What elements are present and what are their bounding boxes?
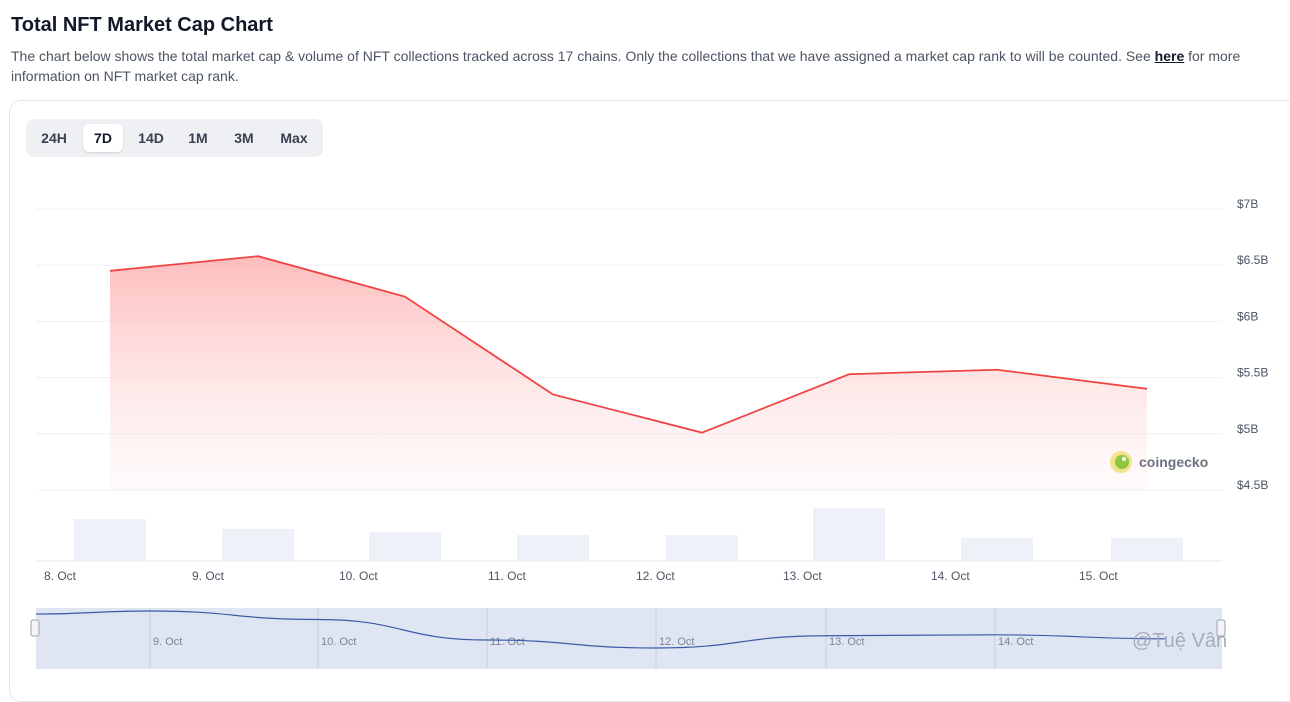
x-axis-ticks: 8. Oct 9. Oct 10. Oct 11. Oct 12. Oct 13. Oct…	[44, 569, 1118, 583]
y-tick-label: $6B	[1237, 309, 1258, 323]
coingecko-brand: coingecko	[1110, 451, 1208, 473]
volume-bars	[74, 508, 1183, 561]
x-tick-label: 8. Oct	[44, 569, 77, 583]
x-tick-label: 9. Oct	[192, 569, 225, 583]
volume-bar	[813, 508, 885, 561]
gecko-logo-eye	[1122, 457, 1126, 461]
x-tick-label: 11. Oct	[488, 569, 526, 583]
navigator-label: 9. Oct	[153, 636, 182, 648]
brand-name: coingecko	[1139, 454, 1208, 470]
market-cap-area	[110, 256, 1147, 490]
y-tick-label: $7B	[1237, 197, 1258, 211]
navigator-label: 13. Oct	[829, 636, 864, 648]
navigator-label: 12. Oct	[659, 636, 694, 648]
y-tick-label: $4.5B	[1237, 478, 1268, 492]
y-tick-label: $6.5B	[1237, 253, 1268, 267]
x-tick-label: 14. Oct	[931, 569, 970, 583]
navigator-left-handle[interactable]	[31, 620, 39, 636]
navigator-selection[interactable]	[36, 608, 1222, 669]
volume-bar	[74, 519, 146, 561]
volume-bar	[961, 538, 1033, 561]
y-tick-label: $5.5B	[1237, 366, 1268, 380]
market-cap-area-fill	[110, 256, 1147, 490]
y-axis-ticks: $7B $6.5B $6B $5.5B $5B $4.5B	[1237, 197, 1268, 492]
x-tick-label: 12. Oct	[636, 569, 675, 583]
y-tick-label: $5B	[1237, 422, 1258, 436]
market-cap-chart: $7B $6.5B $6B $5.5B $5B $4.5B 8. Oct 9. Oct 10.…	[0, 0, 1290, 669]
x-tick-label: 15. Oct	[1079, 569, 1118, 583]
volume-bar	[666, 535, 738, 561]
volume-bar	[222, 529, 294, 561]
volume-bar	[517, 535, 589, 561]
watermark-text: @Tuệ Vân	[1132, 630, 1227, 653]
navigator-label: 14. Oct	[998, 636, 1033, 648]
volume-bar	[369, 532, 441, 561]
x-tick-label: 10. Oct	[339, 569, 378, 583]
navigator-label: 11. Oct	[490, 636, 525, 648]
navigator-label: 10. Oct	[321, 636, 356, 648]
gecko-logo-inner	[1115, 455, 1129, 469]
range-navigator: 9. Oct 10. Oct 11. Oct 12. Oct 13. Oct 14. Oc…	[31, 608, 1225, 669]
x-tick-label: 13. Oct	[783, 569, 822, 583]
volume-bar	[1111, 538, 1183, 561]
